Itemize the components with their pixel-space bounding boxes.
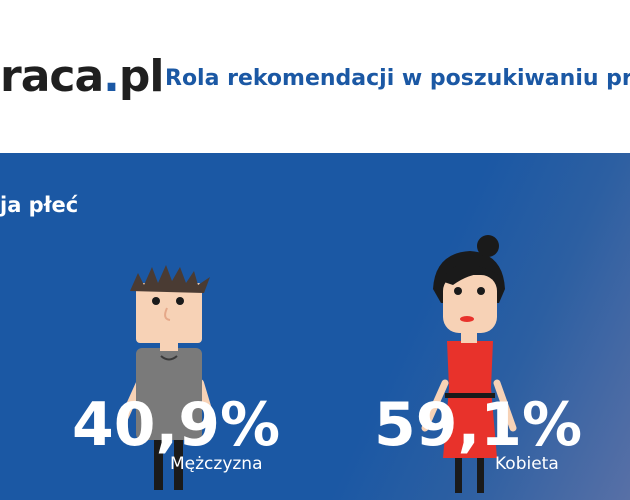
man-nose [164, 307, 171, 321]
woman-left-leg [455, 453, 462, 493]
woman-lips [460, 316, 474, 322]
logo[interactable]: raca.pl [0, 51, 165, 102]
man-right-eye [176, 297, 184, 305]
man-head [136, 283, 202, 343]
section-title: ja płeć [0, 193, 79, 217]
woman-belt [445, 393, 495, 398]
man-shirt [136, 348, 202, 440]
man-hair [130, 265, 210, 293]
logo-main: raca [0, 51, 104, 102]
woman-illustration [421, 235, 517, 493]
woman-fringe [441, 264, 499, 285]
man-left-leg [154, 435, 163, 490]
woman-right-arm [493, 379, 517, 432]
woman-right-leg [477, 453, 484, 493]
man-percentage: 40,9% [72, 390, 281, 460]
man-illustration [118, 265, 216, 490]
woman-percentage: 59,1% [374, 390, 583, 460]
man-collar [160, 355, 178, 361]
page-title: Rola rekomendacji w poszukiwaniu pra [165, 66, 630, 91]
woman-label: Kobieta [495, 454, 559, 474]
logo-tld: pl [118, 51, 165, 102]
header: raca.pl Rola rekomendacji w poszukiwaniu… [0, 0, 630, 153]
man-label: Mężczyzna [170, 454, 263, 474]
logo-dot: . [103, 51, 120, 102]
man-right-leg [174, 435, 183, 490]
woman-hair-bun [477, 235, 499, 257]
gender-panel: ja płeć [0, 153, 630, 500]
woman-left-arm [421, 379, 449, 432]
man-left-eye [152, 297, 160, 305]
woman-right-eye [477, 287, 485, 295]
woman-left-eye [454, 287, 462, 295]
woman-dress [443, 341, 497, 458]
